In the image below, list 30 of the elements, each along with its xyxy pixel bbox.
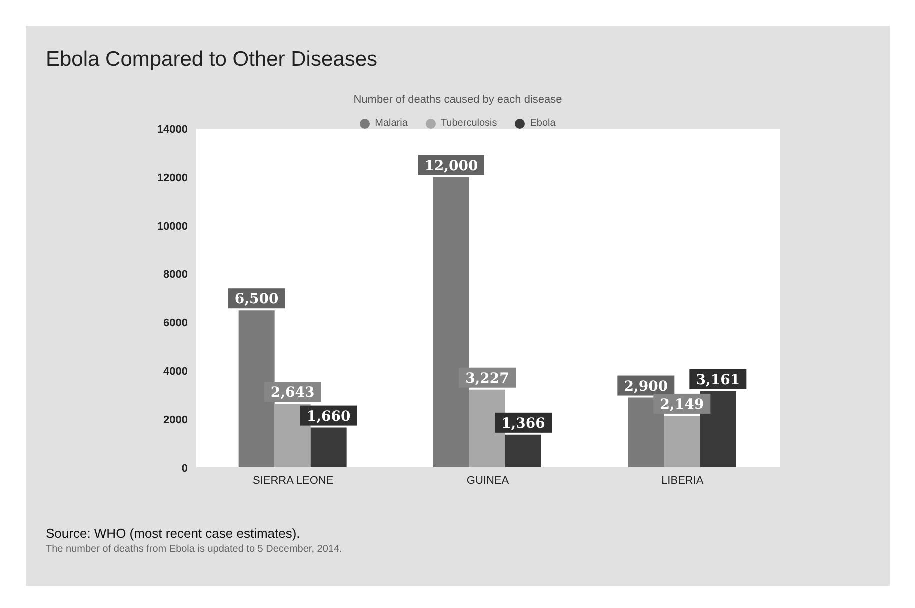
- y-tick-label: 6000: [164, 318, 188, 330]
- data-label: 1,660: [306, 408, 351, 425]
- legend-label: Ebola: [529, 118, 556, 129]
- y-tick-label: 0: [182, 462, 188, 475]
- data-label: 3,161: [696, 372, 740, 388]
- bar: [310, 428, 347, 468]
- data-label: 12,000: [424, 158, 479, 174]
- y-tick-label: 2000: [164, 414, 188, 426]
- bar: [664, 416, 700, 468]
- bar: [505, 434, 542, 468]
- y-tick-label: 12000: [157, 172, 188, 184]
- y-tick-label: 8000: [164, 269, 188, 282]
- data-label: 2,900: [624, 378, 668, 395]
- y-tick-label: 4000: [164, 366, 188, 378]
- text: The number of deaths from Ebola is updated to 5 December, 2014.: [46, 544, 342, 555]
- data-label: 1,366: [502, 416, 546, 432]
- x-tick-label: SIERRA LEONE: [252, 474, 334, 487]
- data-label: 2,643: [270, 385, 315, 401]
- y-tick-label: 14000: [157, 124, 188, 136]
- data-label: 2,149: [660, 396, 704, 413]
- data-label: 3,227: [466, 370, 510, 387]
- data-label: 6,500: [234, 292, 279, 308]
- source-note: Source: WHO (most recent case estimates).: [46, 526, 300, 541]
- legend-title: Number of deaths caused by each disease: [352, 94, 564, 106]
- legend-label: Malaria: [374, 118, 408, 129]
- x-tick-label: GUINEA: [466, 474, 510, 487]
- legend-label: Tuberculosis: [440, 118, 498, 129]
- x-tick-label: LIBERIA: [662, 474, 704, 487]
- chart-title: Ebola Compared to Other Diseases: [46, 48, 378, 72]
- y-tick-label: 10000: [157, 220, 188, 233]
